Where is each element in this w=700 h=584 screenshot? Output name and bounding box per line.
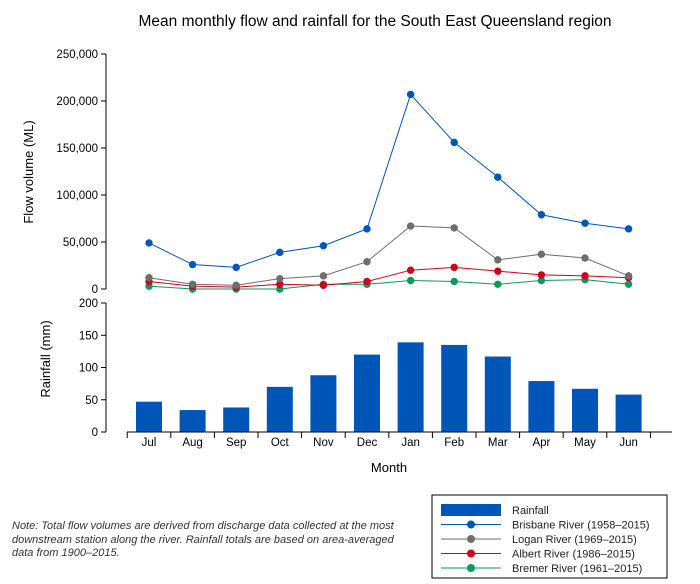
legend-label: Rainfall xyxy=(512,505,549,517)
rainfall-bar-sep xyxy=(223,407,250,432)
x-tick-label-apr: Apr xyxy=(532,437,550,449)
rainfall-bar-feb xyxy=(441,344,468,432)
logan-river-point-mar xyxy=(494,256,502,264)
x-axis-label: Month xyxy=(371,460,407,475)
brisbane-river-point-jun xyxy=(624,225,633,233)
brisbane-river-point-jul xyxy=(145,239,153,247)
albert-river-point-mar xyxy=(494,267,502,275)
logan-river-point-jul xyxy=(145,274,153,282)
rain-y-tick-label: 100 xyxy=(79,363,98,375)
flow-y-tick-label: 0 xyxy=(92,284,98,296)
x-axis: Jul Aug Sep Oct Nov Dec Jan Feb Mar Apr May Jun xyxy=(126,431,672,449)
rainfall-bars xyxy=(136,342,642,432)
legend-marker-albert xyxy=(467,549,475,558)
x-tick-label-jun: Jun xyxy=(619,437,638,449)
x-tick-label-jan: Jan xyxy=(401,437,420,449)
rainfall-bar-jan xyxy=(397,342,424,432)
bremer-river-point-jan xyxy=(406,276,415,285)
logan-river-point-jan xyxy=(406,222,415,230)
albert-river-point-apr xyxy=(537,271,546,279)
flow-y-axis-label: Flow volume (ML) xyxy=(21,120,36,223)
brisbane-river-point-may xyxy=(581,219,589,227)
legend: Rainfall Brisbane River (1958–2015) Logan … xyxy=(431,494,668,579)
x-tick-label-feb: Feb xyxy=(444,437,464,449)
logan-river-point-aug xyxy=(188,280,197,288)
rain-y-axis-label: Rainfall (mm) xyxy=(38,320,53,397)
rain-y-tick-label: 150 xyxy=(79,330,98,342)
flow-y-tick-label: 50,000 xyxy=(63,237,98,249)
brisbane-river-point-aug xyxy=(188,260,197,269)
albert-river-line xyxy=(148,266,629,288)
rainfall-bar-jul xyxy=(136,401,162,432)
legend-items: Rainfall Brisbane River (1958–2015) Logan … xyxy=(441,504,650,575)
rain-y-tick-label: 0 xyxy=(92,427,98,439)
logan-river-point-dec xyxy=(363,258,371,266)
legend-label: Logan River (1969–2015) xyxy=(512,534,637,546)
x-tick-label-nov: Nov xyxy=(313,437,334,449)
legend-label: Brisbane River (1958–2015) xyxy=(512,520,650,532)
rain-y-tick-label: 50 xyxy=(85,395,98,407)
flow-y-tick-label: 200,000 xyxy=(56,96,98,108)
albert-river-point-dec xyxy=(363,277,371,286)
logan-river-line xyxy=(148,225,629,286)
bremer-river-point-mar xyxy=(494,280,502,288)
x-tick-label-may: May xyxy=(574,437,596,449)
legend-marker-bremer xyxy=(467,564,475,572)
logan-river-point-jun xyxy=(624,272,633,280)
rain-axis: 0 50 100 150 200 xyxy=(79,298,107,439)
brisbane-river-point-mar xyxy=(494,173,502,181)
legend-label: Bremer River (1961–2015) xyxy=(512,563,642,575)
brisbane-river-point-oct xyxy=(276,248,284,257)
brisbane-river-line xyxy=(148,93,629,268)
logan-river-point-may xyxy=(581,254,589,262)
brisbane-river-point-jan xyxy=(406,90,415,99)
brisbane-river-point-nov xyxy=(319,242,328,250)
logan-river-point-apr xyxy=(537,250,546,258)
x-tick-label-mar: Mar xyxy=(488,437,508,449)
flow-y-tick-label: 100,000 xyxy=(56,190,98,202)
logan-river-point-nov xyxy=(319,272,328,280)
logan-river-point-oct xyxy=(276,274,284,283)
bremer-river-point-feb xyxy=(450,277,458,286)
albert-river-point-may xyxy=(581,272,589,280)
flow-y-tick-label: 250,000 xyxy=(56,49,98,61)
albert-river-point-feb xyxy=(450,263,458,272)
x-tick-label-jul: Jul xyxy=(142,437,157,449)
rainfall-bar-may xyxy=(572,388,598,432)
albert-river-point-jan xyxy=(406,266,415,274)
albert-river-point-oct xyxy=(276,280,284,288)
rainfall-bar-apr xyxy=(528,381,555,432)
bremer-river-line xyxy=(148,279,629,290)
logan-river-point-feb xyxy=(450,224,458,232)
legend-marker-brisbane xyxy=(467,520,475,529)
rain-y-tick-label: 200 xyxy=(79,298,98,310)
flow-axis: 0 50,000 100,000 150,000 200,000 250,000 xyxy=(56,49,107,296)
flow-lines xyxy=(145,90,633,293)
brisbane-river-point-apr xyxy=(537,211,546,219)
albert-river-point-nov xyxy=(319,281,328,289)
rainfall-bar-aug xyxy=(179,410,206,432)
rainfall-bar-nov xyxy=(310,375,337,432)
rainfall-bar-dec xyxy=(354,354,380,432)
rainfall-bar-jun xyxy=(615,394,642,432)
chart-title: Mean monthly flow and rainfall for the S… xyxy=(138,13,611,30)
flow-y-tick-label: 150,000 xyxy=(56,143,98,155)
bremer-river-point-apr xyxy=(537,276,546,285)
footnote: Note: Total flow volumes are derived fro… xyxy=(12,520,394,559)
rainfall-bar-mar xyxy=(484,356,511,432)
brisbane-river-point-dec xyxy=(363,225,371,233)
x-tick-label-sep: Sep xyxy=(226,437,246,449)
legend-marker-logan xyxy=(467,535,475,543)
rainfall-bar-oct xyxy=(266,386,293,432)
legend-label: Albert River (1986–2015) xyxy=(512,549,635,561)
brisbane-river-point-feb xyxy=(450,138,458,147)
x-tick-label-oct: Oct xyxy=(271,437,290,449)
legend-swatch-rainfall xyxy=(441,504,501,516)
brisbane-river-point-sep xyxy=(232,263,240,272)
x-tick-label-aug: Aug xyxy=(182,437,202,449)
bremer-river-point-jun xyxy=(624,280,633,288)
logan-river-point-sep xyxy=(232,281,240,289)
x-tick-label-dec: Dec xyxy=(357,437,378,449)
